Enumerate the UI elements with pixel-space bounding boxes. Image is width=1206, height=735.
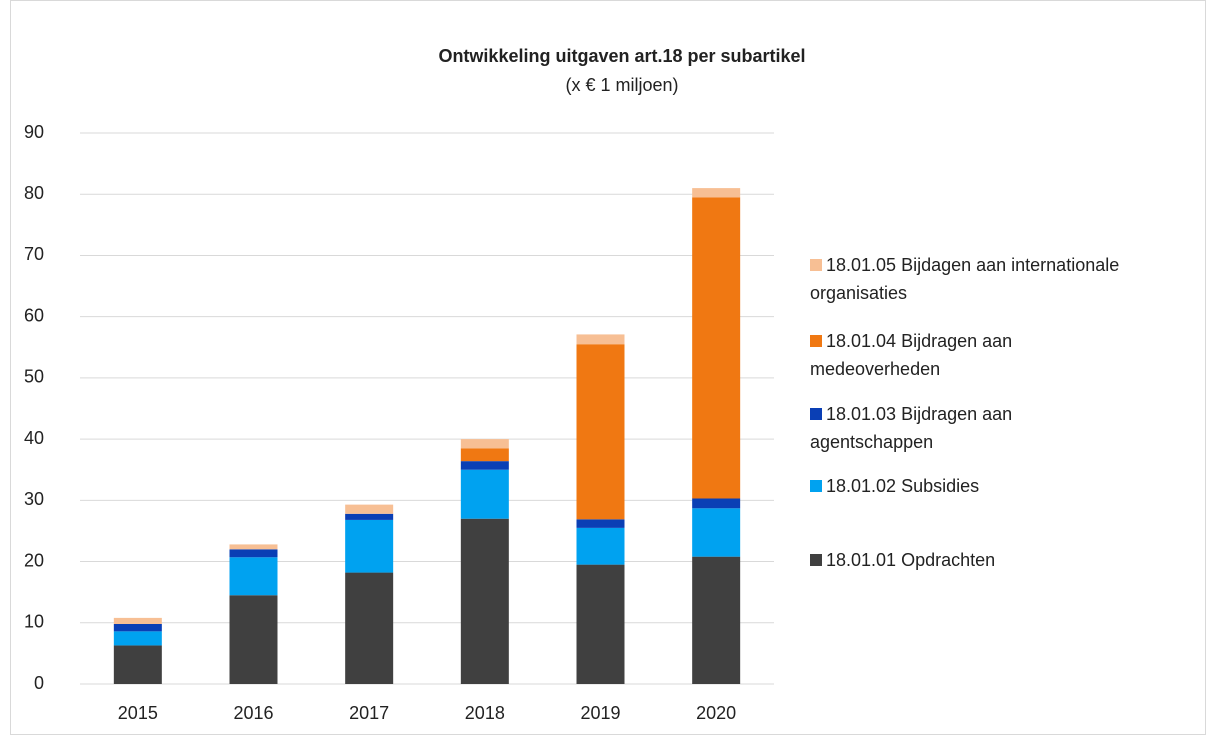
- x-tick-label: 2016: [233, 703, 273, 723]
- legend-label: 18.01.01 Opdrachten: [826, 550, 996, 570]
- legend-swatch: [810, 480, 822, 492]
- legend-swatch: [810, 259, 822, 271]
- y-tick-label: 50: [24, 367, 44, 387]
- bar-segment: [460, 448, 509, 462]
- y-tick-label: 70: [24, 244, 44, 264]
- bar-segment: [229, 595, 278, 684]
- bar-segment: [692, 498, 741, 509]
- bar-segment: [113, 617, 162, 625]
- y-tick-label: 40: [24, 428, 44, 448]
- bar-segment: [692, 188, 741, 198]
- x-tick-label: 2018: [465, 703, 505, 723]
- legend-item: 18.01.03 Bijdragen aan agentschappen: [810, 400, 1100, 456]
- chart-title: Ontwikkeling uitgaven art.18 per subarti…: [438, 46, 805, 66]
- x-tick-label: 2020: [696, 703, 736, 723]
- y-tick-label: 30: [24, 489, 44, 509]
- legend-swatch: [810, 554, 822, 566]
- bar-segment: [113, 645, 162, 684]
- bar-segment: [460, 518, 509, 684]
- bar-segment: [692, 556, 741, 684]
- bar-segment: [345, 504, 394, 514]
- bar-segment: [345, 519, 394, 573]
- bar-segment: [345, 572, 394, 684]
- bar-segment: [229, 557, 278, 596]
- bar-segment: [576, 527, 625, 565]
- legend-swatch: [810, 335, 822, 347]
- bar-segment: [113, 624, 162, 632]
- x-tick-label: 2019: [580, 703, 620, 723]
- y-tick-label: 90: [24, 122, 44, 142]
- bar-segment: [576, 564, 625, 684]
- bar-segment: [229, 544, 278, 550]
- y-tick-label: 80: [24, 183, 44, 203]
- y-tick-label: 60: [24, 305, 44, 325]
- x-tick-label: 2015: [118, 703, 158, 723]
- bar-segment: [576, 519, 625, 528]
- legend-label: 18.01.05 Bijdagen aan internationale org…: [810, 255, 1120, 303]
- legend-item: 18.01.02 Subsidies: [810, 472, 1200, 500]
- chart-subtitle: (x € 1 miljoen): [565, 75, 678, 95]
- bar-segment: [692, 197, 741, 499]
- bar-segment: [229, 549, 278, 558]
- legend-label: 18.01.03 Bijdragen aan agentschappen: [810, 404, 1013, 452]
- legend-label: 18.01.02 Subsidies: [826, 476, 980, 496]
- bar-segment: [576, 334, 625, 345]
- y-tick-label: 20: [24, 550, 44, 570]
- bar-segment: [460, 461, 509, 470]
- bar-segment: [345, 513, 394, 520]
- bar-segment: [460, 439, 509, 449]
- bar-segment: [113, 631, 162, 646]
- legend-item: 18.01.01 Opdrachten: [810, 546, 1200, 574]
- bar-segment: [460, 469, 509, 519]
- y-tick-label: 0: [34, 673, 44, 693]
- x-tick-label: 2017: [349, 703, 389, 723]
- bar-segment: [692, 508, 741, 557]
- bar-segment: [576, 344, 625, 520]
- legend-item: 18.01.05 Bijdagen aan internationale org…: [810, 251, 1200, 307]
- legend-label: 18.01.04 Bijdragen aan medeoverheden: [810, 331, 1013, 379]
- legend-swatch: [810, 408, 822, 420]
- legend-item: 18.01.04 Bijdragen aan medeoverheden: [810, 327, 1100, 383]
- y-tick-label: 10: [24, 612, 44, 632]
